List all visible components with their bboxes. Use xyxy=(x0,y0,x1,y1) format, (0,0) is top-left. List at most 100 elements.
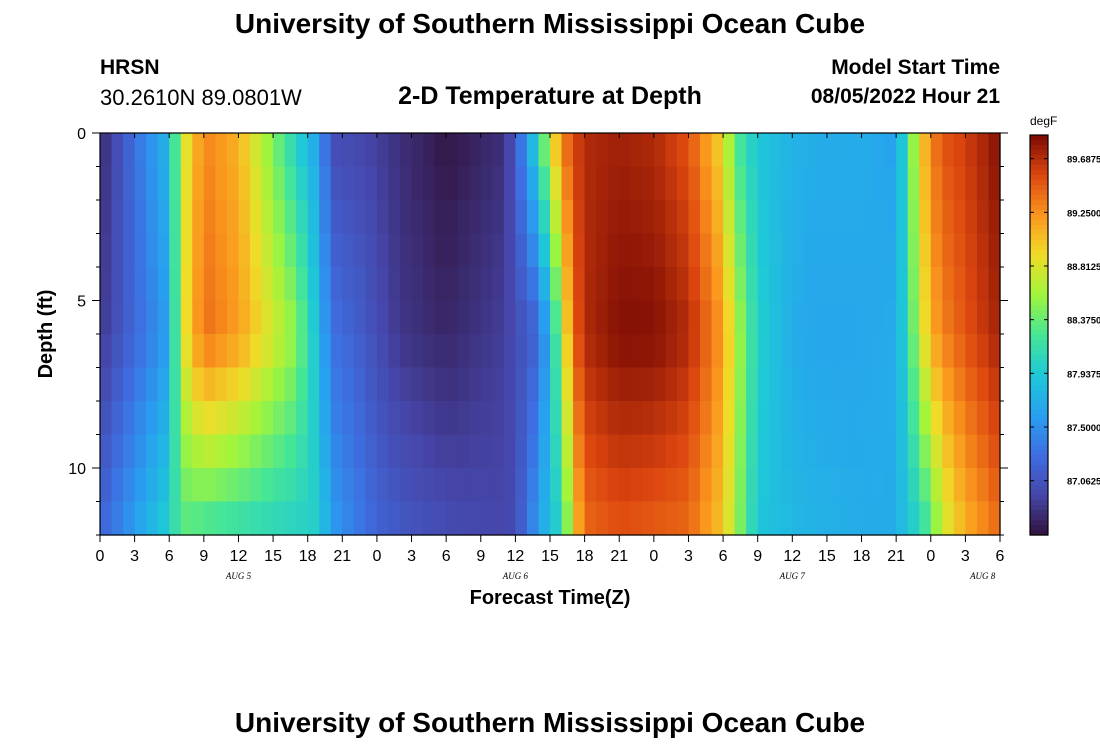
heatmap-cell xyxy=(746,200,759,235)
heatmap-cell xyxy=(619,334,632,369)
heatmap-cell xyxy=(365,334,378,369)
colorbar-segment xyxy=(1030,515,1048,521)
heatmap-cell xyxy=(861,468,874,503)
heatmap-cell xyxy=(319,267,332,302)
heatmap-cell xyxy=(169,434,182,469)
heatmap-cell xyxy=(884,501,897,536)
heatmap-cell xyxy=(100,200,113,235)
heatmap-cell xyxy=(665,501,678,536)
heatmap-cell xyxy=(919,233,932,268)
colorbar-segment xyxy=(1030,320,1048,326)
heatmap-cell xyxy=(561,468,574,503)
heatmap-cell xyxy=(826,401,840,436)
colorbar-segment xyxy=(1030,375,1048,381)
heatmap-cell xyxy=(953,401,966,436)
heatmap-cell xyxy=(192,468,205,503)
heatmap-cell xyxy=(469,300,482,335)
colorbar-segment xyxy=(1030,520,1048,526)
heatmap-cell xyxy=(353,200,366,235)
heatmap-cell xyxy=(873,367,886,402)
heatmap-cell xyxy=(596,434,609,469)
colorbar-segment xyxy=(1030,260,1048,266)
heatmap-cell xyxy=(573,267,586,302)
heatmap-cell xyxy=(515,267,528,302)
heatmap-cell xyxy=(296,166,309,201)
heatmap-cell xyxy=(388,133,401,168)
colorbar-segment xyxy=(1030,485,1048,491)
heatmap-cell xyxy=(423,233,436,268)
x-tick-label: 3 xyxy=(130,548,139,565)
heatmap-cell xyxy=(769,267,782,302)
heatmap-cell xyxy=(180,300,193,335)
colorbar-tick-label: 89.2500 xyxy=(1067,208,1100,219)
heatmap-cell xyxy=(342,267,355,302)
x-tick-label: 3 xyxy=(961,548,970,565)
heatmap-cell xyxy=(746,267,759,302)
heatmap-cell xyxy=(330,468,343,503)
heatmap-cell xyxy=(250,434,263,469)
heatmap-cell xyxy=(792,200,805,235)
x-tick-label: 3 xyxy=(684,548,693,565)
heatmap-cell xyxy=(400,233,413,268)
heatmap-cell xyxy=(457,133,470,168)
chart-subtitle: 2-D Temperature at Depth xyxy=(398,82,702,110)
heatmap-cell xyxy=(365,267,378,302)
heatmap-cell xyxy=(596,401,609,436)
heatmap-cell xyxy=(826,233,840,268)
colorbar-segment xyxy=(1030,330,1048,336)
heatmap-cell xyxy=(388,300,401,335)
heatmap-cell xyxy=(850,334,863,369)
heatmap-cell xyxy=(469,200,482,235)
heatmap-cell xyxy=(515,166,528,201)
heatmap-cell xyxy=(953,267,966,302)
heatmap-cell xyxy=(630,233,643,268)
heatmap-cell xyxy=(723,233,736,268)
heatmap-cell xyxy=(607,200,620,235)
heatmap-cell xyxy=(273,468,286,503)
heatmap-cell xyxy=(896,501,909,536)
heatmap-cell xyxy=(307,267,320,302)
heatmap-cell xyxy=(676,200,690,235)
heatmap-cell xyxy=(261,166,274,201)
heatmap-cell xyxy=(676,334,690,369)
heatmap-cell xyxy=(400,267,413,302)
heatmap-cell xyxy=(284,468,297,503)
heatmap-cell xyxy=(723,267,736,302)
heatmap-cell xyxy=(353,401,366,436)
heatmap-cell xyxy=(457,166,470,201)
chart-title-repeat: University of Southern Mississippi Ocean… xyxy=(234,707,866,738)
heatmap-cell xyxy=(434,133,447,168)
heatmap-cell xyxy=(376,300,390,335)
heatmap-cell xyxy=(688,267,701,302)
heatmap-cell xyxy=(134,367,147,402)
heatmap-cell xyxy=(711,200,724,235)
heatmap-cell xyxy=(561,401,574,436)
x-day-label: AUG 5 xyxy=(225,571,252,581)
heatmap-cell xyxy=(723,468,736,503)
heatmap-cell xyxy=(988,501,1001,536)
heatmap-cell xyxy=(711,468,724,503)
heatmap-cell xyxy=(480,267,493,302)
heatmap-cell xyxy=(792,367,805,402)
y-tick-label: 0 xyxy=(77,126,86,143)
heatmap-cell xyxy=(780,133,793,168)
heatmap-cell xyxy=(573,468,586,503)
heatmap-cell xyxy=(700,200,713,235)
heatmap-cell xyxy=(619,468,632,503)
heatmap-cell xyxy=(711,501,724,536)
colorbar-segment xyxy=(1030,430,1048,436)
heatmap-cell xyxy=(388,501,401,536)
heatmap-cell xyxy=(146,200,159,235)
heatmap-cell xyxy=(365,133,378,168)
heatmap-cell xyxy=(953,166,966,201)
heatmap-cell xyxy=(457,267,470,302)
heatmap-cell xyxy=(723,166,736,201)
heatmap-cell xyxy=(146,468,159,503)
heatmap-cell xyxy=(676,300,690,335)
x-axis-label: Forecast Time(Z) xyxy=(470,587,631,609)
heatmap-cell xyxy=(896,200,909,235)
colorbar-segment xyxy=(1030,360,1048,366)
heatmap-cell xyxy=(238,267,251,302)
heatmap-cell xyxy=(319,334,332,369)
x-tick-label: 12 xyxy=(506,548,524,565)
